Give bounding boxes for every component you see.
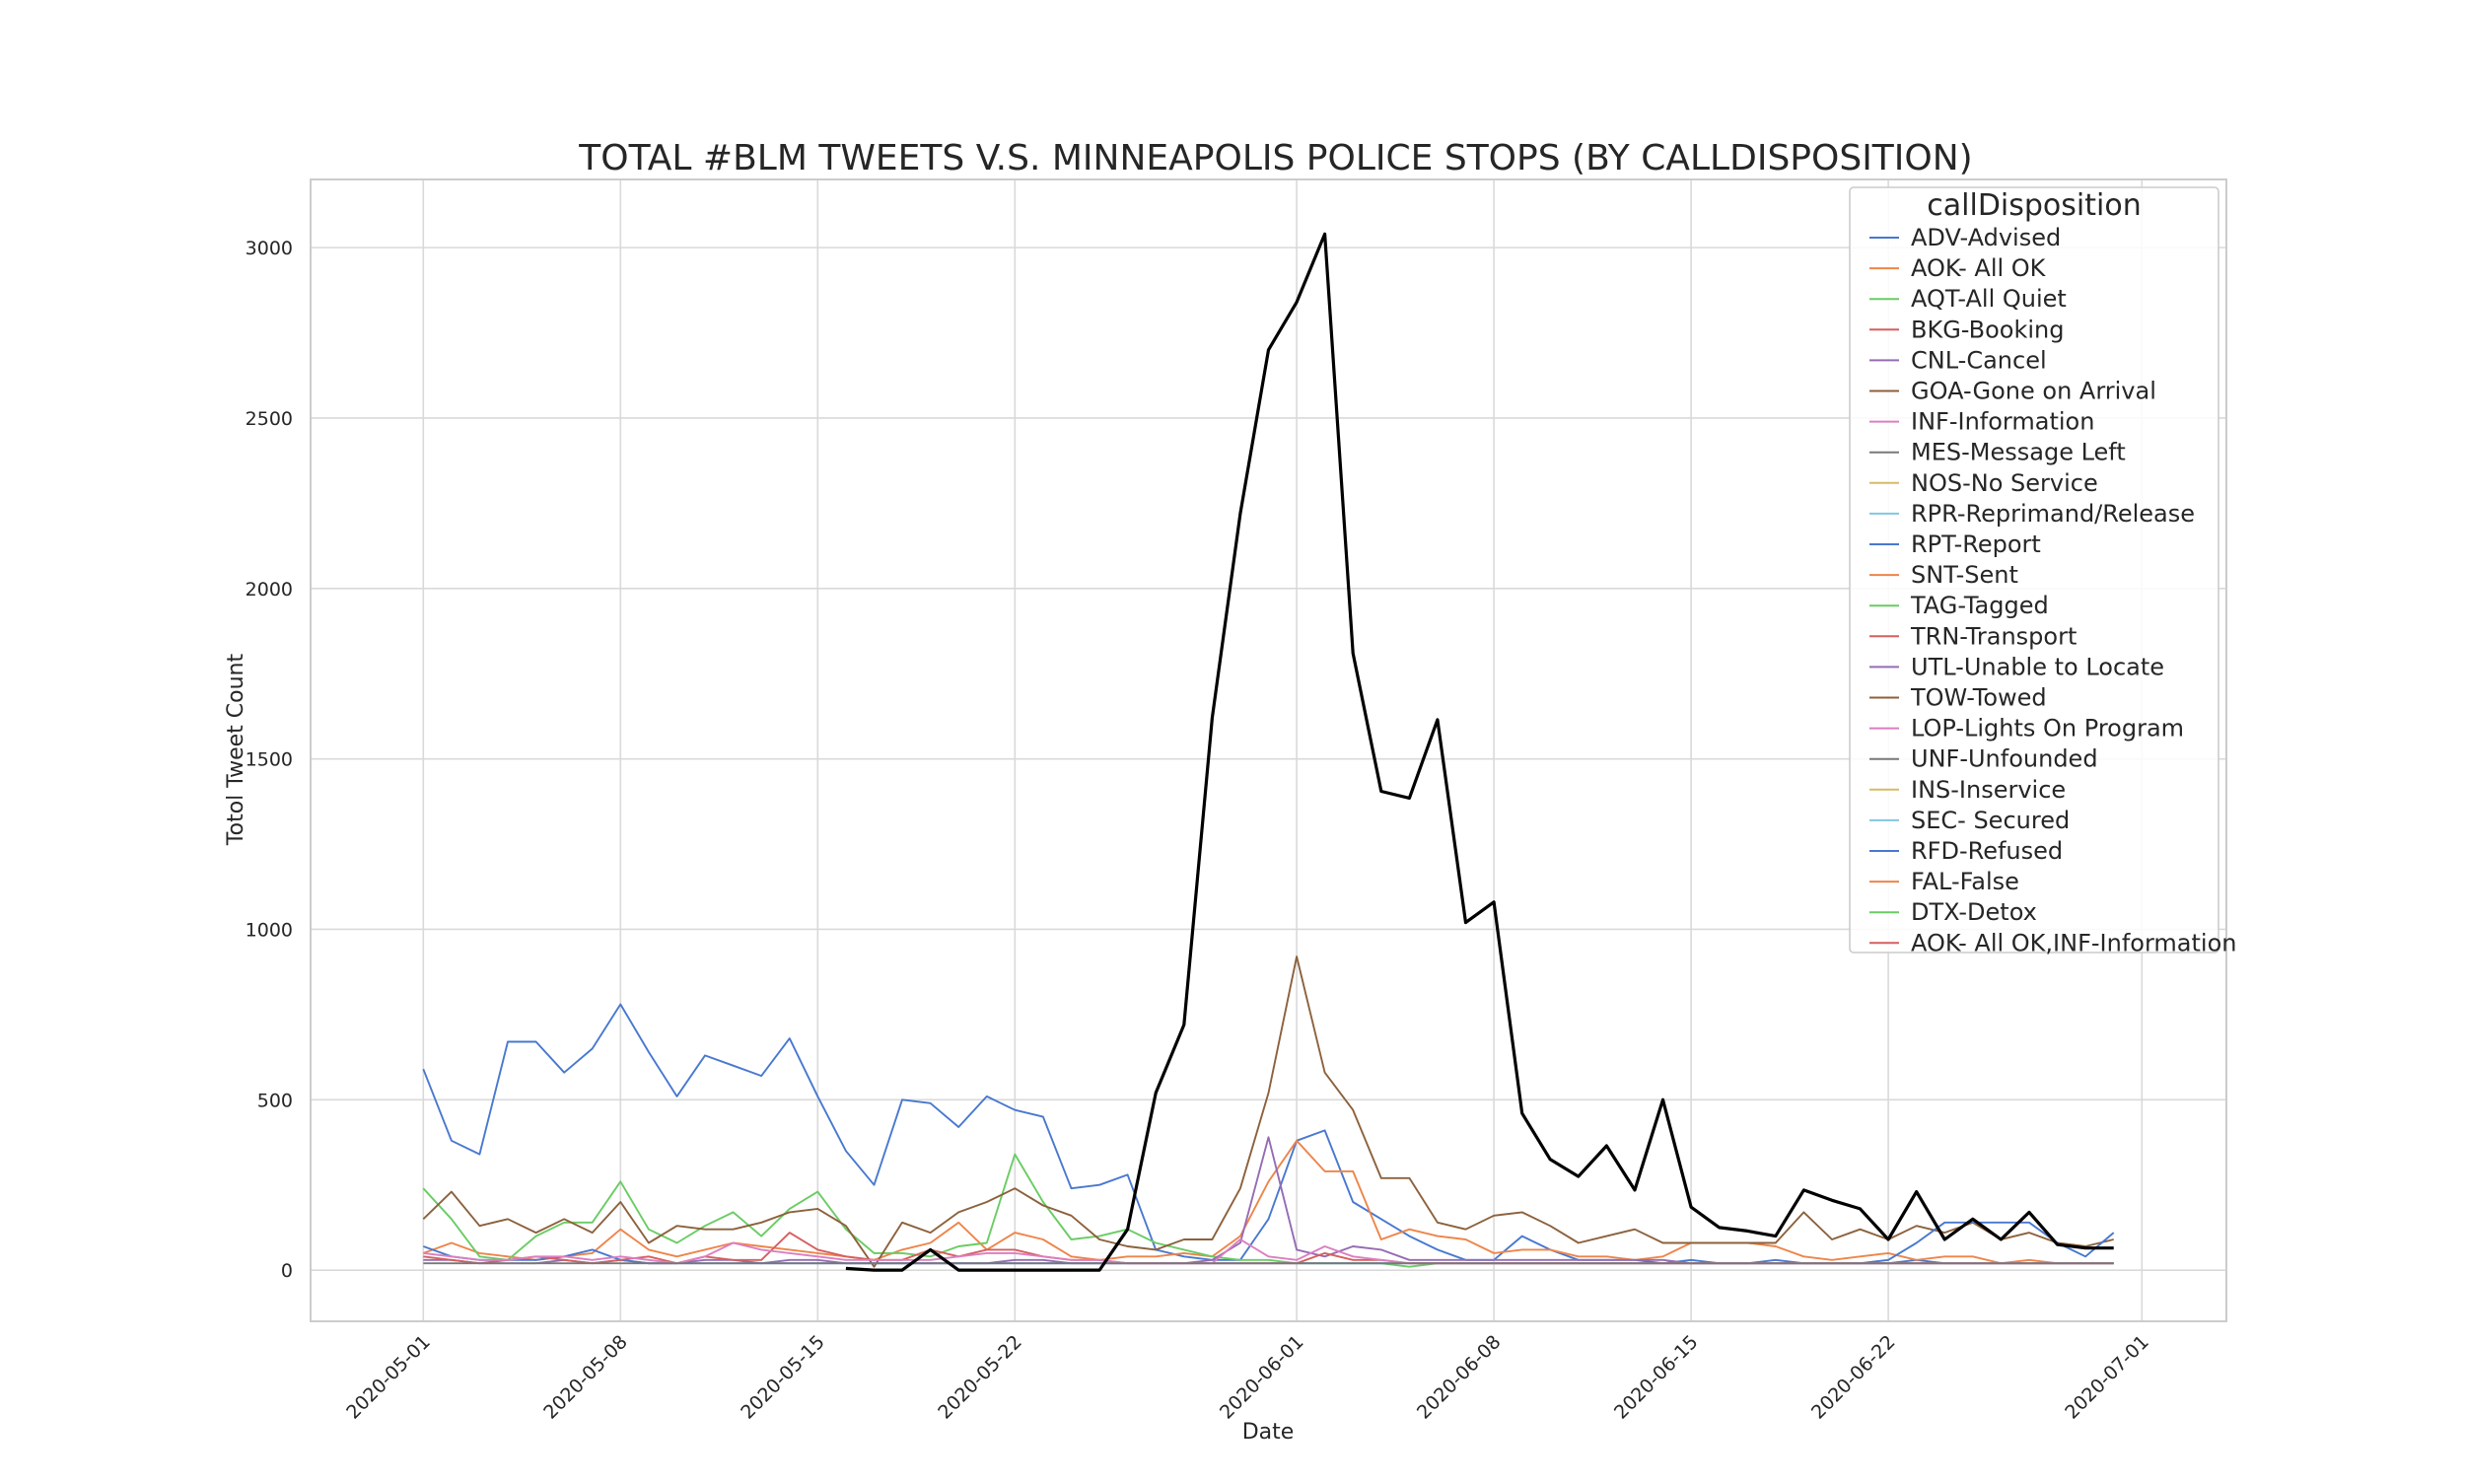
legend-entry: NOS-No Service	[1911, 469, 2098, 497]
legend-entry: INS-Inservice	[1911, 776, 2066, 804]
y-tick-label: 1000	[246, 919, 293, 941]
series-line	[845, 232, 2114, 1272]
series-line	[423, 1232, 2114, 1265]
legend: callDisposition ADV-Advised AOK- All OK AQ…	[1849, 186, 2236, 956]
x-tick-label: 2020-06-08	[1413, 1331, 1506, 1424]
y-axis-label: Totol Tweet Count	[224, 654, 248, 847]
x-axis-ticks: 2020-05-01 2020-05-08 2020-05-15 2020-05-22…	[342, 1331, 2153, 1424]
legend-entry: AOK- All OK,INF-Information	[1911, 929, 2236, 956]
legend-entry: UTL-Unable to Locate	[1911, 653, 2164, 680]
x-tick-label: 2020-05-22	[934, 1331, 1026, 1424]
y-tick-label: 2000	[246, 579, 293, 601]
legend-entry: FAL-False	[1911, 868, 2019, 895]
plot-frame	[310, 178, 2227, 1322]
legend-entry: DTX-Detox	[1911, 898, 2037, 926]
legend-entry: AOK- All OK	[1911, 254, 2047, 282]
y-tick-label: 500	[257, 1090, 293, 1111]
y-axis-ticks: 0 500 1000 1500 2000 2500 3000	[246, 238, 293, 1282]
x-tick-label: 2020-07-01	[2061, 1331, 2153, 1424]
legend-entry: SEC- Secured	[1911, 807, 2070, 834]
y-tick-label: 3000	[246, 238, 293, 259]
chart-title: TOTAL #BLM TWEETS V.S. MINNEAPOLIS POLIC…	[578, 138, 1972, 178]
legend-entry: TAG-Tagged	[1910, 592, 2049, 619]
x-tick-label: 2020-06-01	[1216, 1331, 1308, 1424]
x-tick-label: 2020-06-15	[1610, 1331, 1703, 1424]
series-line	[422, 1003, 2114, 1265]
legend-entry: CNL-Cancel	[1911, 346, 2047, 374]
x-tick-label: 2020-05-15	[737, 1331, 829, 1424]
legend-title: callDisposition	[1927, 188, 2141, 223]
y-tick-label: 1500	[246, 749, 293, 771]
legend-entry: LOP-Lights On Program	[1911, 715, 2184, 742]
legend-box	[1849, 186, 2219, 954]
legend-entry: AQT-All Quiet	[1911, 285, 2067, 313]
legend-entry: TRN-Transport	[1910, 622, 2077, 650]
series-line	[422, 1139, 2114, 1265]
series-lines	[422, 232, 2115, 1272]
grid	[311, 179, 2226, 1321]
x-axis-label: Date	[1242, 1420, 1295, 1445]
x-tick-label: 2020-06-22	[1807, 1331, 1900, 1424]
legend-entry: INF-Information	[1911, 408, 2094, 436]
legend-entry: UNF-Unfounded	[1911, 745, 2098, 773]
legend-entry: GOA-Gone on Arrival	[1911, 378, 2156, 405]
legend-entry: BKG-Booking	[1911, 316, 2064, 343]
y-tick-label: 2500	[246, 408, 293, 430]
legend-entry: TOW-Towed	[1910, 684, 2047, 712]
legend-entry: SNT-Sent	[1911, 561, 2018, 589]
legend-entry: RPT-Report	[1911, 530, 2041, 558]
series-line	[422, 955, 2114, 1268]
legend-entry: RFD-Refused	[1911, 837, 2063, 865]
x-tick-label: 2020-05-08	[539, 1331, 632, 1424]
legend-entry: MES-Message Left	[1911, 439, 2126, 466]
x-tick-label: 2020-05-01	[342, 1331, 435, 1424]
series-line	[423, 1136, 2114, 1265]
legend-entry: ADV-Advised	[1911, 224, 2061, 251]
y-tick-label: 0	[281, 1260, 293, 1282]
legend-entry: RPR-Reprimand/Release	[1911, 500, 2195, 528]
